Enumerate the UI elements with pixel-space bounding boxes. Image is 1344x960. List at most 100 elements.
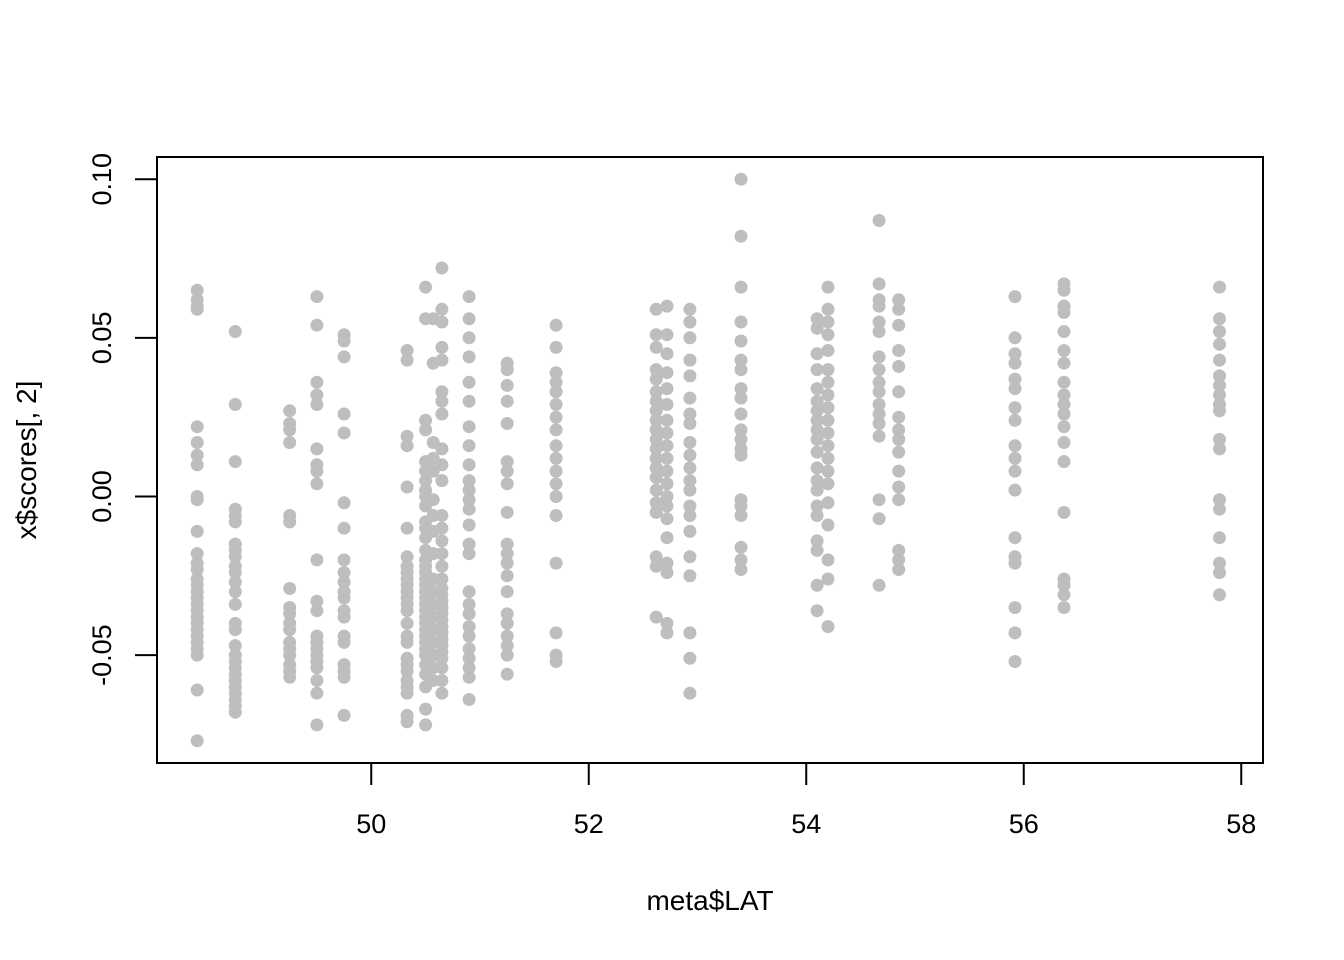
data-point: [228, 455, 242, 469]
data-point: [435, 572, 449, 586]
data-point: [462, 394, 476, 408]
data-point: [810, 312, 824, 326]
data-point: [310, 375, 324, 389]
data-point: [1213, 404, 1226, 418]
data-point: [821, 328, 835, 342]
data-point: [190, 420, 204, 434]
data-point: [283, 648, 297, 662]
data-point: [1008, 531, 1022, 545]
data-point: [660, 299, 674, 313]
data-point: [337, 334, 351, 348]
data-point: [683, 686, 697, 700]
data-point: [660, 451, 674, 465]
data-point: [500, 569, 514, 583]
data-points: [190, 172, 1226, 748]
data-point: [810, 423, 824, 437]
data-point: [500, 648, 514, 662]
data-point: [892, 359, 906, 373]
data-point: [337, 708, 351, 722]
data-point: [649, 423, 663, 437]
data-point: [190, 648, 204, 662]
data-point: [683, 499, 697, 513]
data-point: [683, 483, 697, 497]
data-point: [462, 439, 476, 453]
y-tick-label: 0.10: [87, 153, 117, 206]
data-point: [435, 407, 449, 421]
data-point: [810, 413, 824, 427]
data-point: [1008, 483, 1022, 497]
data-point: [683, 302, 697, 316]
data-point: [190, 683, 204, 697]
data-point: [500, 394, 514, 408]
data-point: [660, 413, 674, 427]
data-point: [500, 547, 514, 561]
data-point: [462, 375, 476, 389]
data-point: [872, 429, 886, 443]
data-point: [462, 458, 476, 472]
data-point: [462, 502, 476, 516]
data-point: [683, 315, 697, 329]
data-point: [1008, 372, 1022, 386]
data-point: [1008, 451, 1022, 465]
data-point: [462, 420, 476, 434]
data-point: [549, 490, 563, 503]
data-point: [419, 280, 433, 294]
data-point: [337, 350, 351, 364]
data-point: [228, 623, 242, 637]
data-point: [1213, 280, 1226, 294]
data-point: [1057, 407, 1071, 421]
data-point: [660, 512, 674, 526]
data-point: [400, 635, 414, 649]
data-point: [1008, 356, 1022, 370]
data-point: [549, 385, 563, 399]
data-point: [549, 626, 563, 640]
data-point: [549, 423, 563, 437]
data-point: [1057, 505, 1071, 519]
data-point: [821, 553, 835, 567]
data-point: [892, 293, 906, 307]
data-point: [683, 448, 697, 462]
data-point: [500, 616, 514, 630]
data-point: [649, 610, 663, 624]
data-point: [734, 499, 748, 513]
data-point: [734, 280, 748, 294]
data-point: [810, 404, 824, 418]
data-point: [1057, 344, 1071, 357]
data-point: [400, 429, 414, 443]
data-point: [462, 693, 476, 706]
data-point: [1213, 353, 1226, 367]
data-point: [310, 318, 324, 332]
data-point: [810, 543, 824, 557]
data-point: [660, 382, 674, 396]
data-point: [734, 423, 748, 437]
data-point: [310, 594, 324, 608]
data-point: [872, 277, 886, 291]
data-point: [649, 328, 663, 342]
data-point: [435, 394, 449, 408]
data-point: [660, 566, 674, 580]
data-point: [435, 674, 449, 687]
data-point: [419, 474, 433, 488]
data-point: [500, 537, 514, 551]
data-point: [683, 436, 697, 449]
data-point: [435, 651, 449, 665]
data-point: [821, 344, 835, 357]
data-point: [283, 670, 297, 684]
data-point: [1057, 398, 1071, 411]
data-point: [821, 439, 835, 453]
data-point: [872, 363, 886, 377]
data-point: [500, 556, 514, 570]
data-point: [462, 597, 476, 611]
data-point: [435, 534, 449, 548]
data-point: [500, 505, 514, 519]
data-point: [500, 455, 514, 469]
data-point: [683, 461, 697, 475]
data-point: [400, 616, 414, 630]
data-point: [500, 639, 514, 653]
data-point: [228, 515, 242, 529]
data-point: [462, 350, 476, 364]
data-point: [337, 496, 351, 510]
data-point: [683, 391, 697, 405]
data-point: [462, 661, 476, 675]
